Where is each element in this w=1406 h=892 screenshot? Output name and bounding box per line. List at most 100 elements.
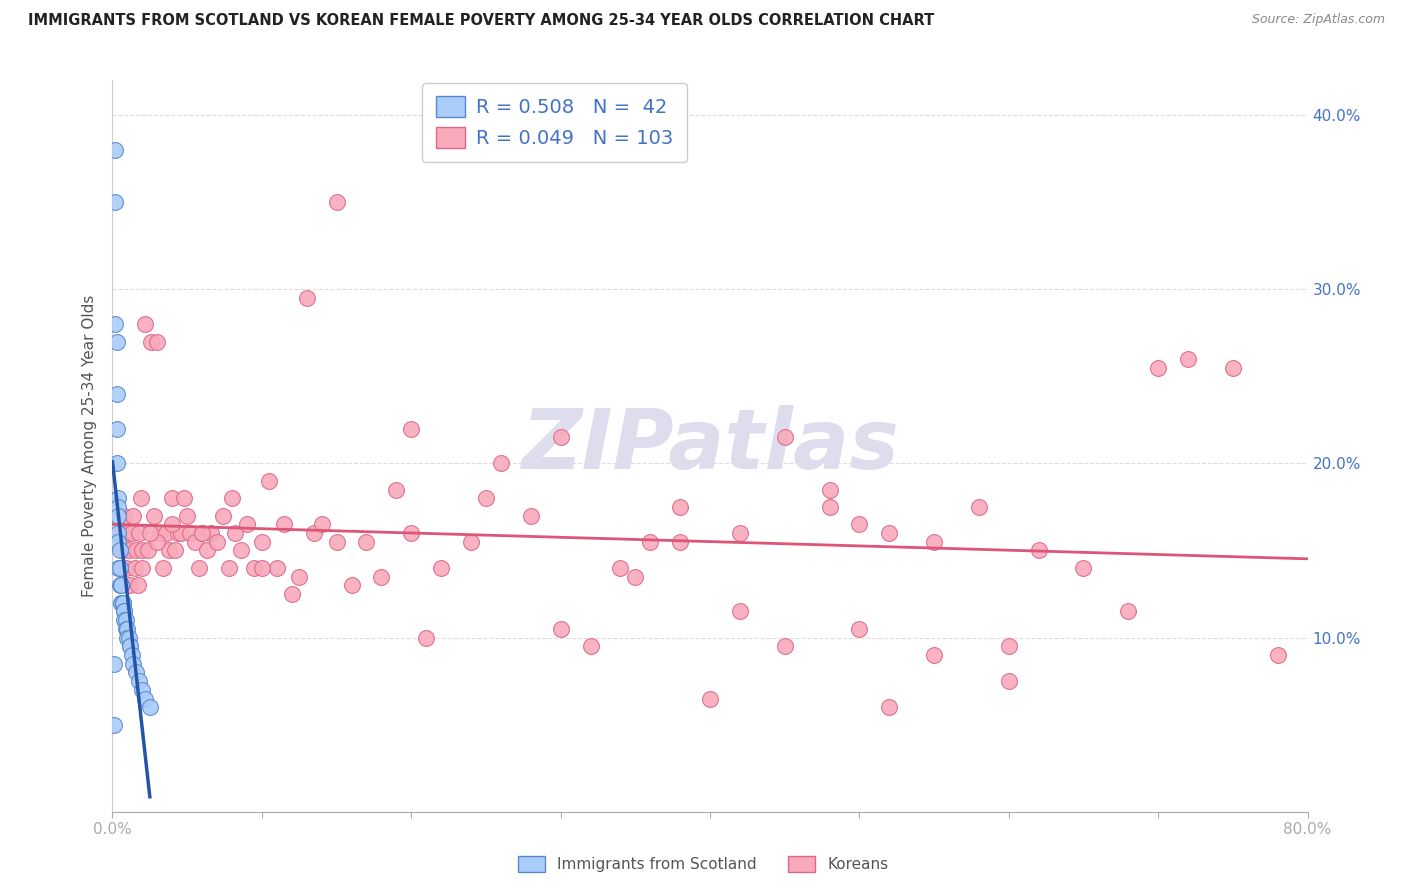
- Point: [122, 657, 145, 671]
- Point: [165, 543, 187, 558]
- Point: [108, 578, 131, 592]
- Point: [141, 334, 163, 349]
- Point: [110, 561, 132, 575]
- Point: [1177, 351, 1199, 366]
- Point: [111, 596, 134, 610]
- Point: [134, 691, 156, 706]
- Point: [131, 682, 153, 697]
- Point: [152, 561, 174, 575]
- Point: [250, 561, 273, 575]
- Point: [118, 543, 141, 558]
- Point: [103, 657, 125, 671]
- Text: ZIPatlas: ZIPatlas: [522, 406, 898, 486]
- Point: [229, 543, 252, 558]
- Point: [108, 561, 131, 575]
- Point: [110, 578, 132, 592]
- Point: [107, 534, 129, 549]
- Point: [200, 526, 222, 541]
- Point: [115, 561, 138, 575]
- Point: [143, 508, 166, 523]
- Point: [124, 561, 146, 575]
- Point: [129, 491, 152, 506]
- Point: [205, 534, 228, 549]
- Point: [183, 534, 205, 549]
- Point: [288, 569, 311, 583]
- Point: [170, 526, 193, 541]
- Point: [146, 534, 169, 549]
- Point: [105, 421, 128, 435]
- Point: [118, 631, 141, 645]
- Point: [998, 674, 1021, 689]
- Legend: Immigrants from Scotland, Koreans: Immigrants from Scotland, Koreans: [510, 848, 896, 880]
- Point: [640, 534, 662, 549]
- Text: Source: ZipAtlas.com: Source: ZipAtlas.com: [1251, 13, 1385, 27]
- Point: [114, 604, 135, 618]
- Point: [340, 578, 363, 592]
- Point: [108, 526, 131, 541]
- Point: [311, 517, 333, 532]
- Point: [998, 640, 1021, 654]
- Point: [191, 526, 214, 541]
- Point: [107, 500, 129, 514]
- Point: [728, 604, 751, 618]
- Point: [773, 640, 796, 654]
- Point: [134, 317, 156, 331]
- Point: [115, 622, 138, 636]
- Point: [259, 474, 281, 488]
- Point: [243, 561, 266, 575]
- Point: [139, 700, 162, 714]
- Point: [356, 534, 378, 549]
- Point: [325, 195, 347, 210]
- Point: [114, 604, 135, 618]
- Point: [155, 526, 177, 541]
- Point: [579, 640, 602, 654]
- Point: [117, 631, 139, 645]
- Point: [401, 421, 423, 435]
- Point: [609, 561, 631, 575]
- Point: [117, 622, 139, 636]
- Point: [146, 334, 169, 349]
- Point: [120, 640, 142, 654]
- Point: [105, 334, 128, 349]
- Point: [111, 596, 134, 610]
- Point: [475, 491, 498, 506]
- Point: [520, 508, 543, 523]
- Point: [773, 430, 796, 444]
- Point: [162, 517, 183, 532]
- Point: [818, 500, 841, 514]
- Point: [125, 665, 148, 680]
- Point: [236, 517, 259, 532]
- Point: [273, 517, 295, 532]
- Point: [195, 543, 218, 558]
- Point: [111, 543, 134, 558]
- Point: [176, 508, 198, 523]
- Point: [110, 578, 132, 592]
- Point: [281, 587, 304, 601]
- Point: [167, 526, 190, 541]
- Point: [624, 569, 647, 583]
- Point: [173, 491, 195, 506]
- Point: [114, 508, 135, 523]
- Point: [149, 526, 172, 541]
- Point: [111, 596, 134, 610]
- Point: [121, 648, 143, 662]
- Point: [1267, 648, 1289, 662]
- Point: [848, 622, 870, 636]
- Point: [879, 526, 901, 541]
- Point: [221, 491, 243, 506]
- Point: [922, 534, 945, 549]
- Point: [460, 534, 482, 549]
- Point: [107, 561, 129, 575]
- Point: [188, 561, 211, 575]
- Point: [120, 640, 142, 654]
- Point: [550, 622, 572, 636]
- Point: [157, 543, 180, 558]
- Point: [110, 596, 132, 610]
- Point: [114, 613, 135, 627]
- Point: [1073, 561, 1095, 575]
- Point: [879, 700, 901, 714]
- Point: [120, 578, 142, 592]
- Point: [122, 508, 145, 523]
- Point: [224, 526, 246, 541]
- Point: [128, 526, 150, 541]
